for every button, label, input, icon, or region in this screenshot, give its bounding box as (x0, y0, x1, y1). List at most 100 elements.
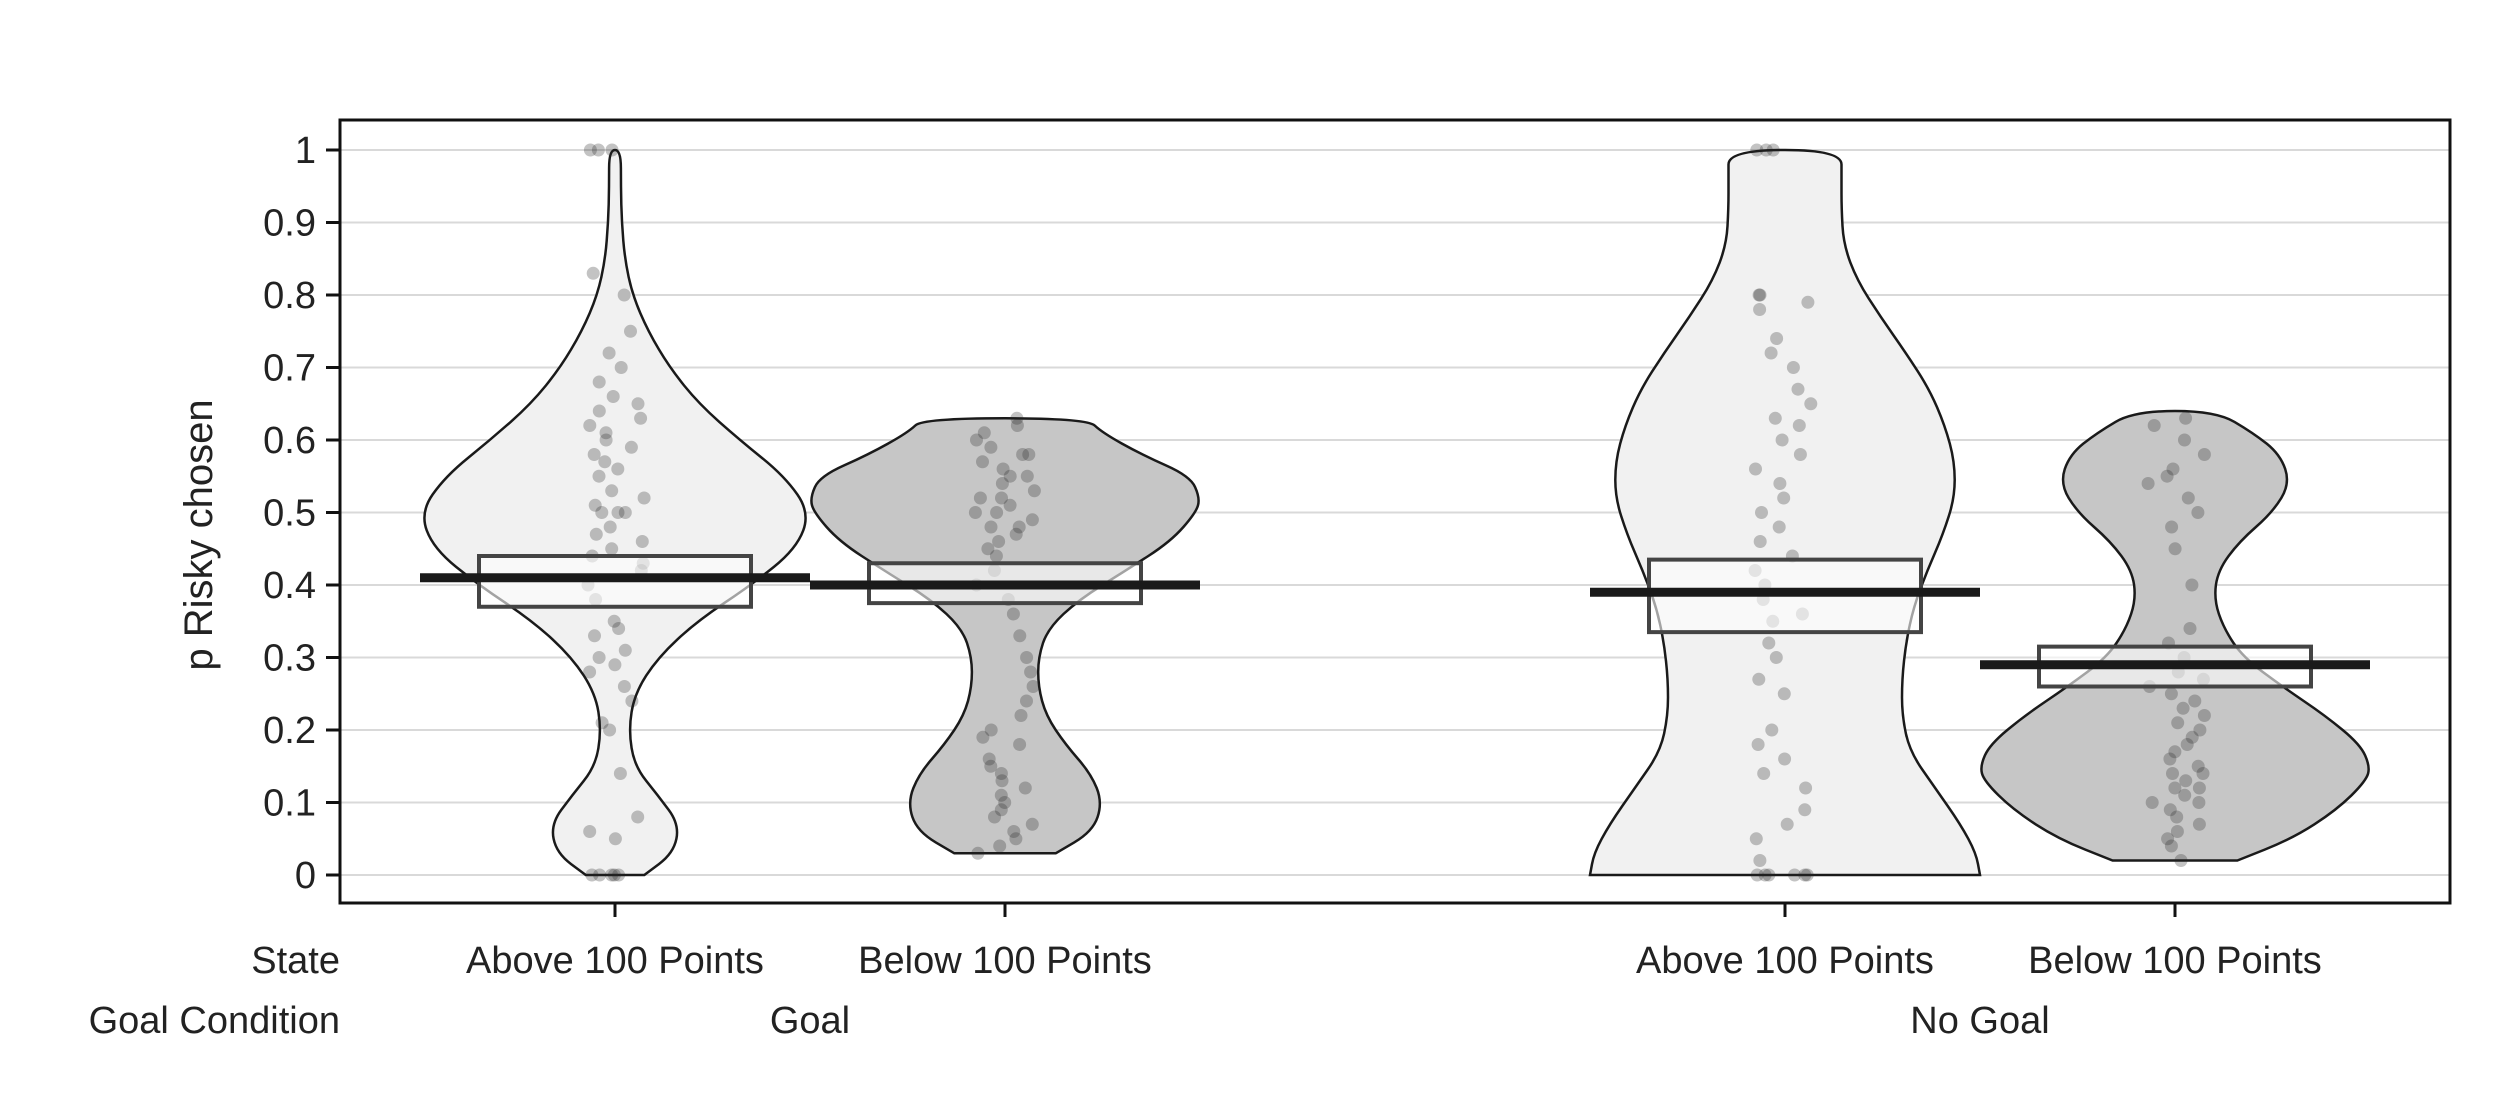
data-point (625, 694, 639, 708)
data-point (583, 665, 597, 679)
y-tick-label: 0.9 (263, 203, 316, 245)
data-point (1009, 527, 1023, 541)
data-point (1020, 694, 1033, 708)
y-tick-label: 0.3 (263, 638, 316, 680)
data-point (612, 868, 626, 882)
data-point (1773, 477, 1787, 490)
data-point (607, 614, 621, 628)
data-point (2171, 716, 2185, 730)
data-point (608, 658, 622, 672)
data-point (1003, 498, 1017, 512)
data-point (1793, 448, 1807, 461)
data-point (976, 455, 989, 469)
data-point (1018, 781, 1032, 795)
data-point (2166, 462, 2180, 476)
data-point (583, 419, 597, 432)
y-axis-ticks: 0 0.1 0.2 0.3 0.4 0.5 0.6 0.7 0.8 0.9 1 (263, 130, 340, 897)
data-point (2196, 767, 2210, 780)
goal-label-goal: Goal (770, 1000, 850, 1042)
data-point (598, 455, 612, 469)
data-point (2165, 520, 2179, 534)
data-point (2193, 723, 2207, 737)
data-point (1749, 462, 1762, 476)
data-point (624, 440, 638, 454)
data-point (984, 759, 998, 773)
data-point (998, 796, 1012, 809)
data-point (2181, 491, 2195, 505)
data-point (1798, 803, 1812, 817)
data-point (592, 404, 606, 418)
data-point (995, 491, 1008, 505)
data-point (583, 825, 597, 838)
data-point (984, 520, 998, 534)
data-point (2168, 745, 2182, 759)
data-point (599, 426, 613, 440)
data-point (605, 542, 619, 556)
data-point (2197, 448, 2211, 461)
x-axis-ticks: Above 100 Points Below 100 Points Above 10… (466, 903, 2322, 982)
data-point (1792, 419, 1806, 432)
data-point (1753, 535, 1767, 548)
mean-boxes (420, 554, 2370, 689)
data-point (612, 622, 626, 635)
data-point (984, 723, 998, 737)
data-point (2145, 796, 2159, 809)
data-point (1780, 817, 1794, 831)
data-point (1798, 868, 1812, 882)
data-point (1766, 143, 1780, 157)
y-axis-title: p Risky chosen (177, 399, 221, 670)
data-point (1013, 738, 1027, 751)
data-point (1758, 868, 1772, 882)
data-point (595, 506, 609, 519)
data-point (1753, 854, 1767, 867)
data-point (2178, 788, 2192, 802)
data-point (618, 643, 632, 657)
data-point (1009, 832, 1023, 846)
data-point (2161, 832, 2175, 846)
y-tick-label: 0 (295, 855, 316, 897)
y-tick-label: 0.5 (263, 493, 316, 535)
data-point (2168, 542, 2182, 556)
data-point (2185, 730, 2199, 744)
data-point (2174, 854, 2188, 867)
y-tick-label: 0.1 (263, 783, 316, 825)
data-point (608, 832, 622, 846)
y-tick-label: 0.8 (263, 275, 316, 317)
y-tick-label: 0.7 (263, 348, 316, 390)
data-point (1768, 411, 1782, 425)
data-point (1025, 817, 1039, 831)
data-point (1753, 303, 1767, 316)
data-point (607, 868, 621, 882)
data-point (1777, 687, 1791, 701)
data-point (995, 774, 1009, 788)
data-point (1799, 781, 1813, 795)
data-point (2164, 687, 2178, 701)
data-point (605, 143, 619, 157)
data-point (1759, 143, 1773, 157)
data-point (2197, 709, 2211, 722)
data-point (2168, 781, 2182, 795)
data-point (989, 549, 1003, 563)
data-point (2185, 578, 2199, 592)
data-point (981, 542, 995, 556)
data-point (605, 868, 619, 882)
data-point (583, 143, 597, 157)
data-point (2191, 759, 2205, 773)
data-point (992, 535, 1006, 548)
x-tick-label-state: Above 100 Points (466, 940, 764, 982)
data-point (977, 426, 991, 440)
data-point (1765, 723, 1779, 737)
data-point (971, 846, 985, 860)
data-point (2163, 752, 2177, 766)
violin-2 (1588, 148, 1982, 877)
data-point (2163, 803, 2177, 817)
data-point (1804, 397, 1818, 411)
data-point (1752, 288, 1766, 302)
data-point (2179, 411, 2193, 425)
data-point (613, 767, 627, 780)
data-point (1778, 752, 1792, 766)
data-point (631, 397, 645, 411)
data-point (994, 803, 1008, 817)
data-point (1757, 767, 1771, 780)
data-point (2188, 694, 2202, 708)
